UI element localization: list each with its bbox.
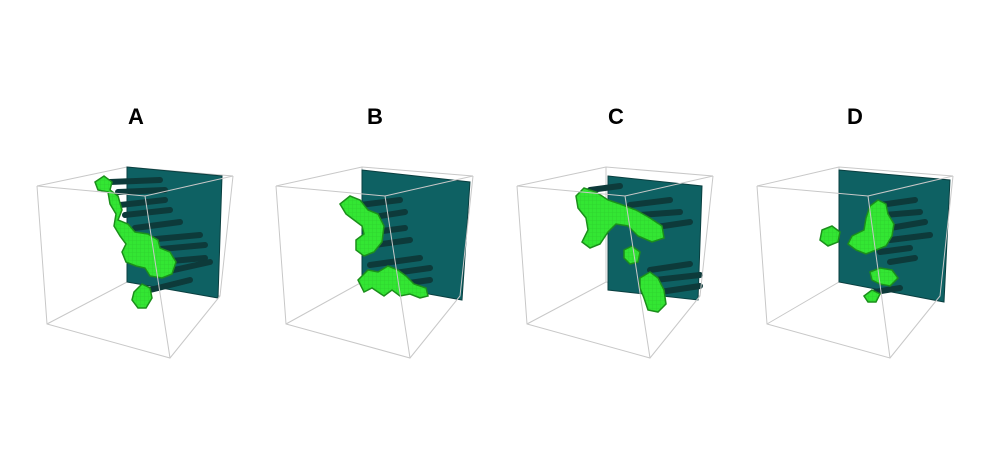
- panel-label-b: B: [367, 104, 383, 129]
- plane: [838, 169, 951, 303]
- panel-c: [516, 166, 714, 359]
- panel-a: [36, 166, 234, 359]
- bounding-box-front: [275, 175, 474, 359]
- isosurface-blob: [819, 199, 899, 303]
- panel-label-d: D: [847, 104, 863, 129]
- isosurface-blob: [94, 175, 177, 309]
- panel-d: [756, 166, 954, 359]
- rods: [872, 197, 933, 295]
- bounding-box-front: [756, 175, 954, 359]
- bounding-box-front: [36, 175, 234, 359]
- isosurface-blob: [575, 187, 667, 313]
- isosurface-blob: [339, 195, 429, 299]
- panel-b: [275, 166, 474, 359]
- panel-label-c: C: [608, 104, 624, 129]
- bounding-box-front: [516, 175, 714, 359]
- panel-label-a: A: [128, 104, 144, 129]
- rods: [587, 183, 703, 295]
